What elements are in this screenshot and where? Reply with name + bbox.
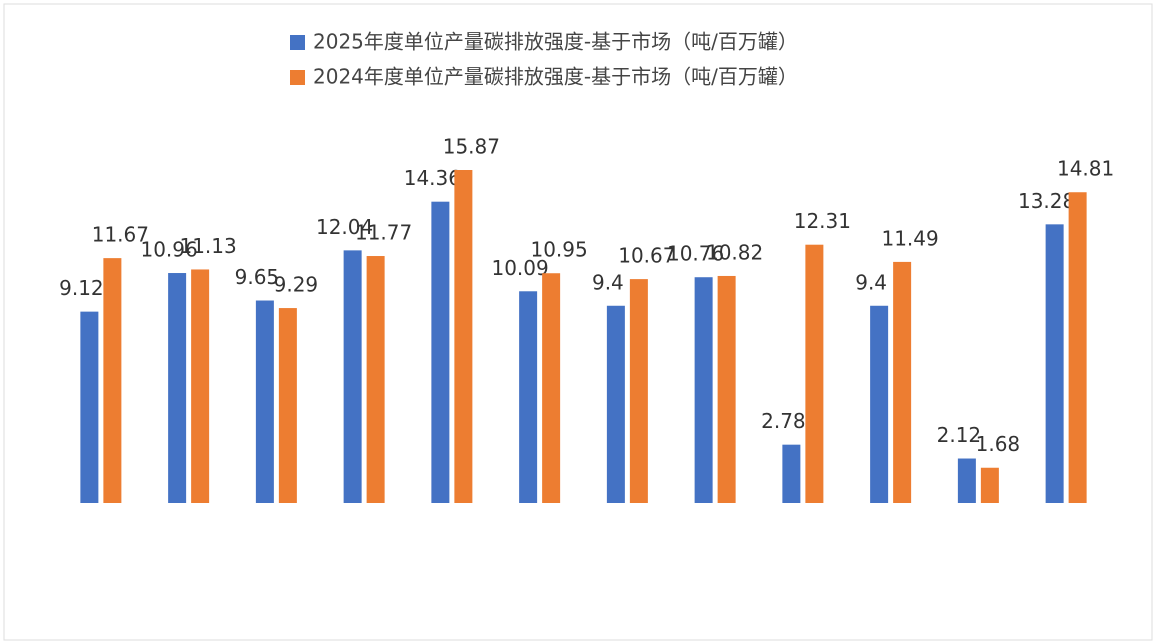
data-label: 10.95: [530, 238, 587, 262]
data-label: 9.65: [235, 265, 280, 289]
bar: [629, 279, 648, 503]
bar: [255, 300, 274, 503]
data-label: 10.96: [140, 238, 197, 262]
data-label: 10.82: [706, 240, 763, 264]
bar: [519, 291, 538, 503]
bar: [893, 261, 912, 503]
data-label: 14.81: [1057, 157, 1114, 181]
bar: [80, 311, 99, 503]
bar: [870, 305, 889, 503]
data-label: 11.77: [355, 221, 412, 245]
bar: [694, 277, 713, 503]
bar: [366, 256, 385, 503]
data-label: 12.04: [316, 215, 373, 239]
bar: [278, 308, 297, 503]
legend-label: 2024年度单位产量碳排放强度-基于市场（吨/百万罐）: [313, 65, 798, 89]
bar: [431, 201, 450, 503]
bar: [717, 275, 736, 503]
data-label: 15.87: [443, 135, 500, 159]
bar: [957, 458, 976, 503]
data-label: 9.12: [59, 276, 104, 300]
bar: [606, 305, 625, 503]
bar: [782, 444, 801, 503]
data-label: 9.29: [274, 273, 319, 297]
bar: [1045, 224, 1064, 503]
data-label: 2.78: [761, 409, 806, 433]
legend-label: 2025年度单位产量碳排放强度-基于市场（吨/百万罐）: [313, 30, 798, 54]
data-label: 14.36: [404, 166, 461, 190]
data-label: 11.67: [92, 223, 149, 247]
legend-swatch: [290, 70, 305, 85]
data-label: 2.12: [937, 423, 982, 447]
data-label: 10.67: [618, 244, 675, 268]
bar: [805, 244, 824, 503]
bar: [343, 250, 362, 503]
data-label: 9.4: [592, 270, 624, 294]
data-label: 11.49: [881, 226, 938, 250]
bar: [103, 258, 122, 503]
data-label: 1.68: [976, 432, 1021, 456]
data-label: 12.31: [794, 209, 851, 233]
bar: [980, 467, 999, 503]
bar: [191, 269, 210, 503]
data-label: 10.09: [491, 256, 548, 280]
bar: [542, 273, 561, 503]
legend-swatch: [290, 35, 305, 50]
data-label: 13.28: [1018, 189, 1075, 213]
bar: [168, 273, 187, 503]
bar: [1068, 192, 1087, 504]
data-label: 11.13: [179, 234, 236, 258]
data-label: 9.4: [855, 270, 887, 294]
bar: [454, 170, 473, 503]
data-label: 10.76: [667, 242, 724, 266]
